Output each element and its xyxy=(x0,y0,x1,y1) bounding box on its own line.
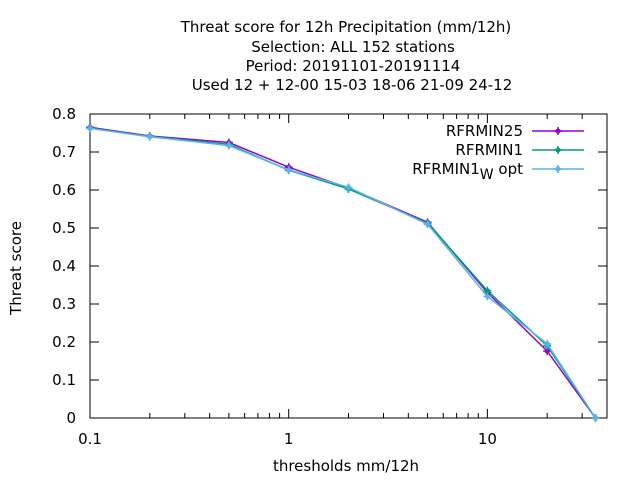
legend-label-subscript: W xyxy=(480,167,494,183)
axis-ticks xyxy=(89,113,607,419)
series-2 xyxy=(86,124,600,422)
tick-labels: 00.10.20.30.40.50.60.70.80.1 1 10 xyxy=(52,105,497,448)
chart-title-line-1: Threat score for 12h Precipitation (mm/1… xyxy=(180,18,512,36)
data-point xyxy=(483,292,492,301)
data-point xyxy=(423,220,432,229)
y-tick-label: 0.3 xyxy=(52,295,76,313)
y-tick-label: 0.6 xyxy=(52,181,76,199)
legend-swatch-marker xyxy=(554,146,562,154)
chart-title-line-3: Period: 20191101-20191114 xyxy=(246,57,461,75)
legend-entry-0: RFRMIN25 xyxy=(446,122,584,140)
series-layer xyxy=(86,123,600,422)
chart-title-line-2: Selection: ALL 152 stations xyxy=(251,38,455,56)
data-point xyxy=(543,347,552,356)
legend-label: RFRMIN1W opt xyxy=(412,160,523,183)
y-tick-label: 0.8 xyxy=(52,105,76,123)
data-point xyxy=(543,339,552,348)
legend-entry-2: RFRMIN1W opt xyxy=(412,160,584,183)
data-point xyxy=(344,183,353,192)
data-point xyxy=(591,414,600,422)
x-tick-label: 0.1 xyxy=(78,430,102,448)
legend-label-name: RFRMIN1 xyxy=(455,141,523,159)
y-tick-label: 0.5 xyxy=(52,219,76,237)
x-axis-label: thresholds mm/12h xyxy=(273,457,419,475)
data-point xyxy=(224,141,233,150)
legend-label-name: RFRMIN25 xyxy=(446,122,523,140)
legend-label-suffix: opt xyxy=(494,160,523,178)
y-tick-label: 0.7 xyxy=(52,143,76,161)
y-axis-label: Threat score xyxy=(7,221,25,316)
legend-entry-1: RFRMIN1 xyxy=(455,141,584,159)
chart-title-line-4: Used 12 + 12-00 15-03 18-06 21-09 24-12 xyxy=(192,76,513,94)
y-tick-label: 0.2 xyxy=(52,333,76,351)
data-point xyxy=(284,165,293,174)
plot-frame xyxy=(89,113,608,419)
y-tick-label: 0 xyxy=(66,409,76,427)
x-tick-label: 10 xyxy=(478,430,497,448)
data-point xyxy=(145,132,154,141)
x-tick-label: 1 xyxy=(284,430,294,448)
chart-title: Threat score for 12h Precipitation (mm/1… xyxy=(180,18,513,94)
y-tick-label: 0.4 xyxy=(52,257,76,275)
legend-swatch-marker xyxy=(554,127,562,135)
legend-label: RFRMIN1 xyxy=(455,141,523,159)
data-point xyxy=(86,124,94,133)
y-tick-label: 0.1 xyxy=(52,371,76,389)
legend-label: RFRMIN25 xyxy=(446,122,523,140)
legend-label-name: RFRMIN1 xyxy=(412,160,480,178)
legend-swatch-marker xyxy=(554,165,562,173)
